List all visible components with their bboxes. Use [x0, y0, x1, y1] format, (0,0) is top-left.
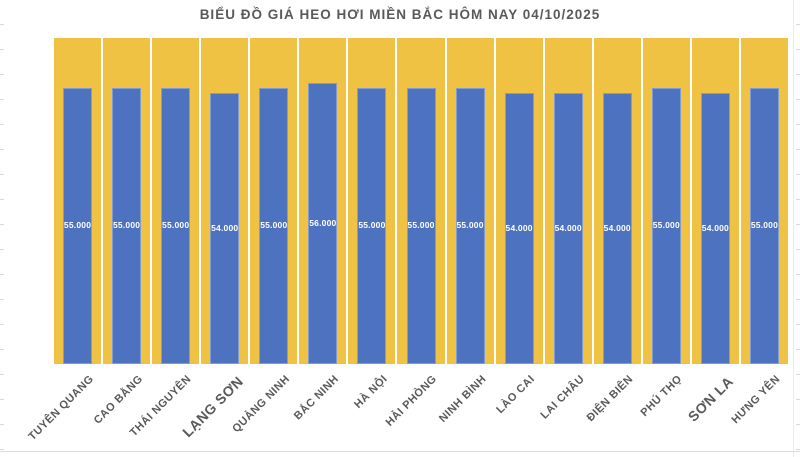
worksheet-row-line-bottom [0, 451, 800, 452]
bar-value-label: 55.000 [456, 220, 484, 230]
x-axis-label: BẮC NINH [292, 373, 342, 423]
bar-value-label: 55.000 [750, 220, 779, 230]
x-axis-label: ĐIỆN BIÊN [584, 373, 636, 425]
plot-area: 55.000 55.000 55.000 54.000 55.000 56.000 55.0… [53, 38, 789, 364]
bar-value-label: 55.000 [162, 220, 190, 230]
price-bar [749, 88, 779, 364]
price-bar [357, 88, 387, 364]
worksheet-gridline-sliver-left [0, 0, 4, 457]
price-bar [406, 88, 436, 364]
price-bar [210, 93, 240, 364]
price-bar [602, 93, 632, 364]
x-axis-label: HƯNG YÊN [729, 373, 783, 427]
bar-value-label: 54.000 [211, 222, 239, 233]
x-axis-label: LÀO CAI [494, 373, 538, 416]
bar-value-label: 54.000 [554, 222, 582, 233]
price-bar [455, 88, 485, 364]
bar-value-label: 54.000 [701, 222, 729, 233]
price-bar [504, 93, 534, 364]
bar-value-label: 56.000 [309, 217, 337, 228]
price-bar [259, 88, 289, 364]
bar-value-label: 55.000 [358, 220, 386, 230]
worksheet-gridline-sliver-right [796, 0, 800, 457]
price-bar [700, 93, 730, 364]
price-bar [553, 93, 583, 364]
x-axis-label: HÀ NỘI [352, 373, 391, 411]
price-bar [63, 88, 93, 364]
x-axis-label: LAI CHÂU [538, 373, 587, 422]
price-bar [308, 83, 338, 364]
x-axis-label: PHÚ THỌ [638, 373, 685, 419]
chart-title: BIỂU ĐỒ GIÁ HEO HƠI MIỀN BẮC HÔM NAY 04/… [199, 7, 601, 22]
bar-value-label: 55.000 [63, 220, 92, 230]
bar-value-label: 55.000 [260, 220, 288, 230]
x-axis-label: CAO BẰNG [91, 373, 146, 427]
bar-value-label: 55.000 [407, 220, 435, 230]
bar-value-label: 55.000 [652, 220, 680, 230]
bar-value-label: 55.000 [112, 220, 141, 230]
chart-right-edge-line [793, 0, 794, 457]
price-bar [112, 88, 142, 364]
price-bar [161, 88, 191, 364]
x-axis-label: TUYÊN QUANG [26, 373, 97, 443]
price-bar [651, 88, 681, 364]
x-axis-label: HẢI PHÒNG [383, 373, 440, 429]
bar-value-label: 54.000 [603, 222, 631, 233]
x-axis-label: NINH BÌNH [436, 373, 489, 425]
bar-value-label: 54.000 [505, 222, 533, 233]
